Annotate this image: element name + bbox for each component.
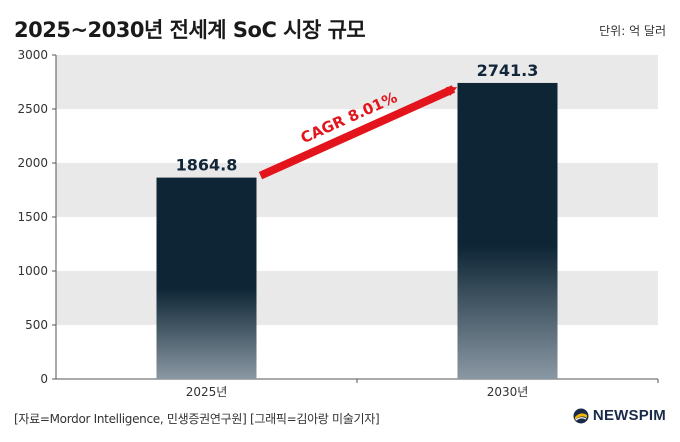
brand: NEWSPIM <box>573 407 666 424</box>
grid-band <box>56 55 658 109</box>
grid-band <box>56 271 658 325</box>
y-tick-label: 1000 <box>17 264 48 278</box>
newspim-logo-icon <box>573 408 589 423</box>
source-caption: [자료=Mordor Intelligence, 민생증권연구원] [그래픽=김… <box>14 412 380 426</box>
y-tick-label: 500 <box>25 318 48 332</box>
grid-band <box>56 163 658 217</box>
y-tick-label: 2000 <box>17 156 48 170</box>
chart-title: 2025~2030년 전세계 SoC 시장 규모 <box>14 18 366 42</box>
y-tick-label: 1500 <box>17 210 48 224</box>
cagr-arrow <box>258 85 458 180</box>
y-tick-label: 3000 <box>17 48 48 62</box>
x-tick-label: 2025년 <box>186 385 228 399</box>
x-tick-label: 2030년 <box>487 385 529 399</box>
bar <box>457 82 558 379</box>
y-tick-label: 2500 <box>17 102 48 116</box>
unit-label: 단위: 억 달러 <box>599 24 666 38</box>
bar <box>156 177 257 379</box>
y-tick-label: 0 <box>40 372 48 386</box>
brand-name: NEWSPIM <box>592 407 666 424</box>
bar-value-label: 1864.8 <box>176 156 238 175</box>
bar-value-label: 2741.3 <box>477 61 539 80</box>
